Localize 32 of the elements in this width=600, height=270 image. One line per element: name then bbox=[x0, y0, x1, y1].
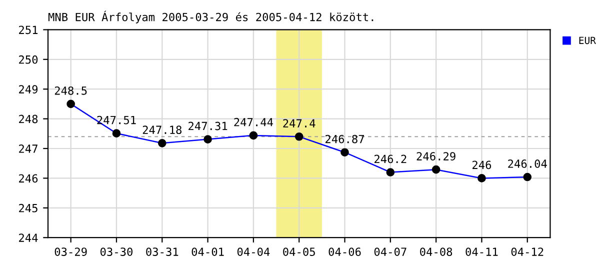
data-label: 246.29 bbox=[416, 152, 456, 160]
data-label: 246 bbox=[472, 160, 492, 170]
y-tick-label: 248 bbox=[19, 114, 38, 124]
data-label: 247.44 bbox=[234, 118, 273, 126]
x-tick-label: 03-31 bbox=[146, 248, 178, 256]
y-tick-label: 245 bbox=[19, 204, 38, 212]
y-tick-label: 250 bbox=[19, 55, 38, 64]
x-tick-label: 04-07 bbox=[374, 248, 406, 256]
legend-label: EUR bbox=[579, 36, 596, 44]
y-tick-label: 247 bbox=[19, 144, 38, 153]
x-tick-label: 03-29 bbox=[54, 248, 87, 256]
x-tick-label: 04-06 bbox=[328, 248, 361, 256]
data-label: 247.18 bbox=[142, 126, 182, 134]
data-label: 246.87 bbox=[326, 134, 364, 144]
data-label: 246.2 bbox=[374, 154, 406, 164]
x-tick-label: 04-04 bbox=[237, 248, 270, 256]
data-label: 246.04 bbox=[508, 160, 547, 168]
data-label: 247.4 bbox=[283, 119, 316, 128]
x-tick-label: 04-12 bbox=[511, 248, 544, 256]
chart-title: MNB EUR Árfolyam 2005-03-29 és 2005-04-12 között. bbox=[48, 10, 374, 24]
data-label: 247.31 bbox=[188, 122, 228, 130]
y-tick-label: 251 bbox=[19, 26, 38, 34]
x-tick-label: 04-01 bbox=[192, 248, 224, 256]
x-tick-label: 04-05 bbox=[283, 248, 315, 256]
x-tick-label: 04-11 bbox=[466, 248, 498, 256]
x-tick-label: 04-08 bbox=[420, 248, 452, 256]
y-tick-label: 244 bbox=[19, 234, 38, 242]
y-tick-label: 249 bbox=[19, 85, 38, 94]
data-label: 248.5 bbox=[54, 86, 87, 95]
data-label: 247.51 bbox=[97, 116, 136, 124]
x-tick-label: 03-30 bbox=[100, 248, 132, 256]
y-tick-label: 246 bbox=[19, 174, 38, 183]
